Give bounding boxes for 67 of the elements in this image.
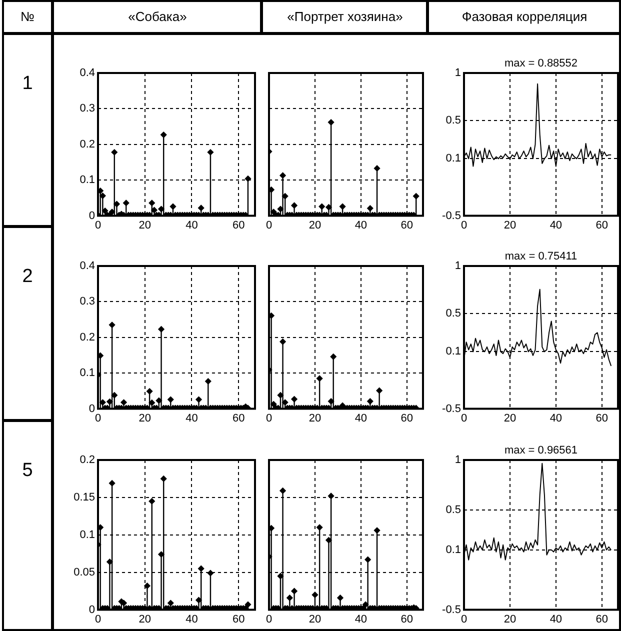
text: № bbox=[20, 8, 36, 26]
x-tick-label: 60 bbox=[232, 613, 245, 626]
x-tick-label: 40 bbox=[186, 613, 198, 626]
text: 5 bbox=[21, 460, 34, 482]
x-tick-label: 20 bbox=[308, 219, 322, 232]
chart-title: «Портрет хозяина» bbox=[286, 8, 404, 26]
y-tick-label: 0.1 bbox=[446, 152, 461, 165]
y-tick-label: 0.05 bbox=[74, 566, 95, 578]
x-tick-label: 40 bbox=[354, 219, 368, 232]
x-tick-label: 20 bbox=[138, 219, 151, 232]
x-tick-label: 20 bbox=[504, 412, 516, 424]
x-tick-label: 60 bbox=[400, 412, 414, 424]
x-tick-label: 60 bbox=[596, 613, 608, 626]
y-tick-label: 0 bbox=[88, 604, 95, 616]
x-tick-label: 60 bbox=[400, 219, 414, 232]
x-tick-label: 20 bbox=[504, 219, 516, 232]
text: 1 bbox=[21, 73, 34, 95]
y-tick-label: 0.5 bbox=[446, 114, 461, 127]
y-tick-label: 1 bbox=[454, 260, 461, 272]
x-tick-label: 20 bbox=[504, 613, 516, 626]
y-tick-label: 0.4 bbox=[80, 67, 95, 80]
text: 2 bbox=[21, 266, 34, 288]
x-tick-label: 0 bbox=[266, 219, 272, 232]
y-tick-label: 0.1 bbox=[80, 367, 95, 380]
x-tick-label: 20 bbox=[308, 412, 322, 424]
y-tick-label: 1 bbox=[454, 67, 461, 80]
y-tick-label: 0.3 bbox=[80, 296, 95, 308]
y-tick-label: 0.5 bbox=[446, 308, 461, 320]
x-tick-label: 40 bbox=[354, 613, 368, 626]
x-tick-label: 40 bbox=[550, 219, 562, 232]
x-tick-label: 40 bbox=[550, 613, 562, 626]
y-tick-label: 0 bbox=[88, 210, 95, 222]
y-tick-label: 0.4 bbox=[80, 260, 95, 272]
x-tick-label: 20 bbox=[308, 613, 322, 626]
x-tick-label: 0 bbox=[266, 613, 272, 626]
y-tick-label: 0.3 bbox=[80, 102, 95, 115]
y-tick-label: 0.2 bbox=[80, 138, 95, 150]
x-tick-label: 20 bbox=[138, 613, 151, 626]
y-tick-label: -0.5 bbox=[442, 402, 461, 415]
x-tick-label: 60 bbox=[232, 412, 245, 424]
x-tick-label: 60 bbox=[232, 219, 245, 232]
y-tick-label: 0.1 bbox=[446, 346, 461, 358]
x-tick-label: 60 bbox=[596, 219, 608, 232]
text: max = 0.75411 bbox=[504, 250, 578, 263]
y-tick-label: 0.1 bbox=[80, 174, 95, 186]
y-tick-label: 0.1 bbox=[80, 528, 95, 541]
y-tick-label: 0.5 bbox=[446, 504, 461, 516]
chart-title: Фазовая корреляция bbox=[460, 8, 588, 26]
y-tick-label: -0.5 bbox=[442, 210, 461, 222]
x-tick-label: 40 bbox=[550, 412, 562, 424]
y-tick-label: 0.2 bbox=[80, 331, 95, 344]
y-tick-label: 0 bbox=[88, 402, 95, 415]
y-tick-label: 0.2 bbox=[80, 454, 95, 466]
y-tick-label: 0.1 bbox=[446, 544, 461, 556]
chart-title: «Собака» bbox=[127, 8, 188, 26]
text: max = 0.96561 bbox=[504, 444, 578, 457]
x-tick-label: 40 bbox=[354, 412, 368, 424]
y-tick-label: 0.15 bbox=[74, 491, 95, 504]
x-tick-label: 40 bbox=[186, 219, 198, 232]
text: max = 0.88552 bbox=[504, 58, 578, 70]
y-tick-label: 1 bbox=[454, 454, 461, 466]
x-tick-label: 40 bbox=[186, 412, 198, 424]
x-tick-label: 0 bbox=[266, 412, 272, 424]
x-tick-label: 60 bbox=[596, 412, 608, 424]
x-tick-label: 60 bbox=[400, 613, 414, 626]
y-tick-label: -0.5 bbox=[442, 604, 461, 616]
x-tick-label: 20 bbox=[138, 412, 151, 424]
